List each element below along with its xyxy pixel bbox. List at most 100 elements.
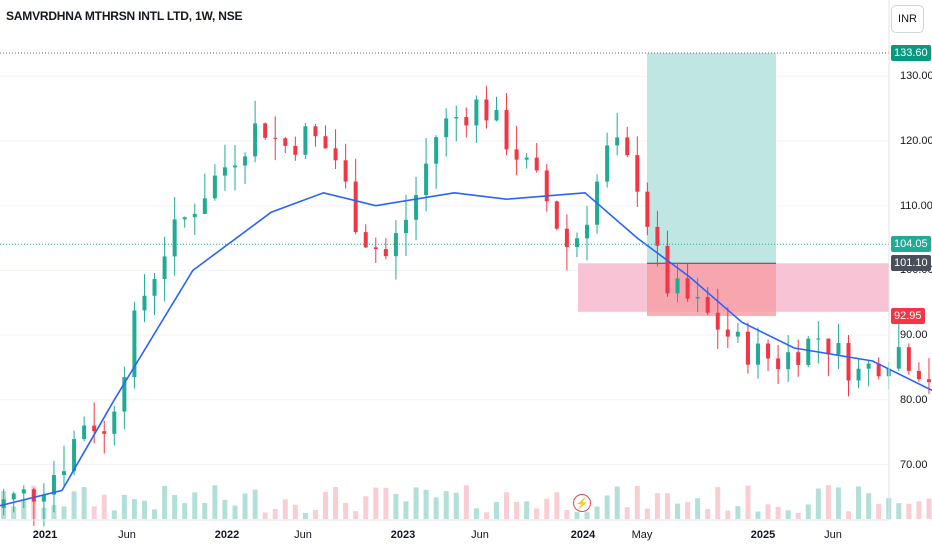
- volume-bar: [252, 489, 258, 519]
- candle-body: [524, 157, 529, 160]
- candle-body: [21, 489, 26, 494]
- volume-bar: [393, 494, 399, 519]
- last-price-tag: 104.05: [891, 236, 931, 253]
- lightning-icon[interactable]: ⚡: [573, 494, 591, 512]
- volume-bar: [312, 509, 318, 519]
- volume-bar: [71, 491, 77, 519]
- candle-body: [112, 411, 117, 434]
- price-axis-label: 90.00: [900, 329, 928, 342]
- candle-body: [695, 296, 700, 299]
- candle-body: [283, 138, 288, 146]
- volume-bar: [242, 493, 248, 519]
- volume-bar: [544, 498, 550, 519]
- zones: [578, 53, 889, 317]
- candle-body: [635, 155, 640, 192]
- volume-bar: [584, 512, 590, 519]
- volume-bar: [876, 503, 882, 519]
- volume-bar: [926, 498, 932, 519]
- candle-body: [212, 175, 217, 199]
- entry-price-tag: 101.10: [891, 255, 931, 272]
- candle-body: [62, 471, 67, 476]
- candle-body: [474, 99, 479, 126]
- volume-bar: [765, 504, 771, 519]
- candle-body: [82, 425, 87, 440]
- volume-bar: [524, 501, 530, 519]
- time-axis-label: Jun: [118, 529, 136, 541]
- candle-body: [41, 494, 46, 502]
- volume-bar: [514, 501, 520, 519]
- candle-body: [434, 137, 439, 164]
- candle-body: [454, 117, 459, 119]
- volume-bar: [292, 504, 298, 519]
- candle-body: [816, 338, 821, 340]
- volume-bar: [81, 487, 87, 519]
- time-axis-label: 2022: [214, 529, 240, 541]
- volume-bar: [644, 508, 650, 519]
- time-axis-label: 2024: [570, 529, 596, 541]
- volume-bar: [614, 486, 620, 519]
- volume-bar: [775, 506, 781, 519]
- time-axis-label: 2021: [32, 529, 58, 541]
- volume-bar: [363, 496, 369, 519]
- volume-bar: [333, 486, 339, 519]
- volume-bar: [222, 499, 228, 519]
- candle-body: [464, 117, 469, 126]
- volume-bar: [574, 512, 580, 519]
- candle-body: [605, 145, 610, 182]
- volume-bar: [835, 487, 841, 519]
- candle-body: [51, 475, 56, 495]
- volume-bar: [262, 512, 268, 519]
- volume-bar: [473, 508, 479, 519]
- volume-bar: [685, 502, 691, 519]
- time-axis-label: 2023: [390, 529, 416, 541]
- candle-body: [585, 224, 590, 239]
- volume-bar: [675, 503, 681, 519]
- candle-body: [826, 338, 831, 355]
- volume-bar: [162, 485, 168, 519]
- candle-body: [363, 232, 368, 248]
- candle-body: [72, 439, 77, 472]
- volume-bar: [373, 487, 379, 519]
- volume-bar: [725, 510, 731, 519]
- candle-body: [896, 347, 901, 369]
- candle-body: [92, 425, 97, 432]
- volume-bar: [755, 511, 761, 519]
- volume-bar: [131, 499, 137, 519]
- volume-bar: [735, 506, 741, 519]
- candle-body: [303, 126, 308, 155]
- volume-bar: [504, 492, 510, 519]
- candle-body: [564, 228, 569, 248]
- candle-body: [172, 219, 177, 257]
- candle-body: [745, 331, 750, 365]
- currency-button[interactable]: INR: [891, 5, 924, 33]
- volume-bar: [11, 506, 17, 519]
- candle-body: [142, 295, 147, 311]
- volume-bar: [604, 495, 610, 519]
- volume-bar: [212, 485, 218, 519]
- candle-body: [776, 358, 781, 370]
- candle-body: [645, 191, 650, 227]
- candle-body: [655, 226, 660, 246]
- volume-bar: [896, 503, 902, 519]
- price-axis-label: 110.00: [900, 199, 932, 212]
- volume-bar: [192, 492, 198, 519]
- price-axis-label: 80.00: [900, 393, 928, 406]
- candle-body: [846, 343, 851, 381]
- volume-bar: [232, 505, 238, 519]
- price-axis-label: 70.00: [900, 458, 928, 471]
- candle-body: [574, 238, 579, 248]
- candle-body: [796, 352, 801, 365]
- candle-body: [414, 195, 419, 220]
- volume-bar: [805, 504, 811, 519]
- volume-bar: [795, 512, 801, 519]
- candle-body: [152, 279, 157, 296]
- volume-bar: [272, 508, 278, 519]
- volume-bar: [906, 503, 912, 519]
- candle-body: [484, 99, 489, 121]
- volume-bar: [866, 493, 872, 519]
- volume-bar: [634, 485, 640, 519]
- candle-body: [403, 219, 408, 234]
- time-axis-label: 2025: [750, 529, 776, 541]
- candle-body: [383, 249, 388, 257]
